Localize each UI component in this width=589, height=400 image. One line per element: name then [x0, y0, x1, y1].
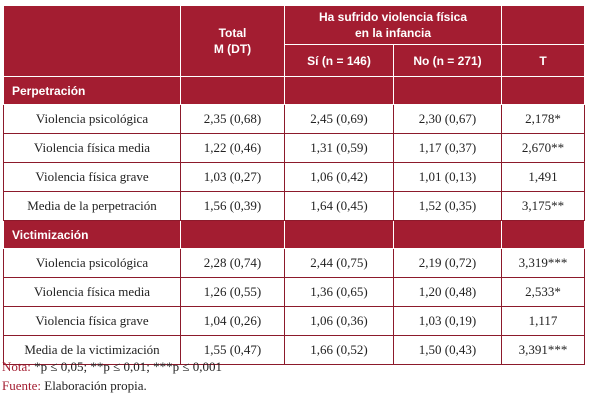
cell-total: 1,56 (0,39)	[180, 191, 285, 221]
cell-total: 1,26 (0,55)	[180, 277, 285, 307]
cell-t: 3,391***	[501, 335, 585, 365]
header-t-top	[501, 5, 585, 45]
header-row-1: Total M (DT) Ha sufrido violencia física e…	[3, 5, 585, 77]
results-table: Total M (DT) Ha sufrido violencia física e…	[3, 5, 585, 365]
header-total-line2: M (DT)	[213, 42, 252, 56]
row-label: Violencia física media	[3, 277, 181, 307]
section-header-cell	[180, 76, 285, 105]
header-row-2: Sí (n = 146) No (n = 271) T	[4, 44, 585, 77]
section-header-cell	[180, 220, 285, 249]
table-notes: Nota: *p ≤ 0,05; **p ≤ 0,01; ***p ≤ 0,00…	[2, 357, 222, 395]
row-label: Violencia psicológica	[3, 104, 181, 134]
header-yes: Sí (n = 146)	[284, 44, 394, 77]
section-header-cell	[393, 220, 502, 249]
header-total: Total M (DT)	[180, 5, 285, 77]
cell-no: 2,30 (0,67)	[393, 104, 502, 134]
source-key: Fuente:	[2, 378, 41, 393]
cell-yes: 1,64 (0,45)	[284, 191, 394, 221]
section-header-cell	[284, 76, 394, 105]
section-title: Perpetración	[3, 76, 181, 105]
section-title: Victimización	[3, 220, 181, 249]
cell-t: 1,491	[501, 162, 585, 192]
note-key: Nota:	[2, 359, 31, 374]
cell-no: 1,01 (0,13)	[393, 162, 502, 192]
cell-yes: 1,36 (0,65)	[284, 277, 394, 307]
header-group: Ha sufrido violencia física en la infanci…	[284, 5, 502, 45]
cell-no: 1,20 (0,48)	[393, 277, 502, 307]
cell-t: 1,117	[501, 306, 585, 336]
table-row: Violencia física media 1,22 (0,46) 1,31 (0…	[3, 133, 585, 163]
section-header-cell	[501, 76, 585, 105]
table-row: Media de la victimización 1,55 (0,47) 1,66…	[3, 335, 585, 365]
cell-t: 2,670**	[501, 133, 585, 163]
cell-t: 3,319***	[501, 248, 585, 278]
row-label: Violencia física grave	[3, 306, 181, 336]
row-label: Media de la perpetración	[3, 191, 181, 221]
cell-total: 2,28 (0,74)	[180, 248, 285, 278]
table-row: Violencia psicológica 2,28 (0,74) 2,44 (0,…	[3, 248, 585, 278]
source-line: Fuente: Elaboración propia.	[2, 376, 222, 395]
cell-t: 3,175**	[501, 191, 585, 221]
cell-no: 2,19 (0,72)	[393, 248, 502, 278]
table-row: Media de la perpetración 1,56 (0,39) 1,64 …	[3, 191, 585, 221]
row-label: Violencia física media	[3, 133, 181, 163]
table-row: Violencia física grave 1,04 (0,26) 1,06 (0…	[3, 306, 585, 336]
cell-yes: 1,31 (0,59)	[284, 133, 394, 163]
header-group-line1: Ha sufrido violencia física	[318, 10, 468, 24]
cell-yes: 1,06 (0,42)	[284, 162, 394, 192]
section-header-cell	[284, 220, 394, 249]
section-header-row: Victimización	[3, 220, 585, 249]
row-label: Violencia psicológica	[3, 248, 181, 278]
cell-total: 1,04 (0,26)	[180, 306, 285, 336]
cell-total: 1,55 (0,47)	[180, 335, 285, 365]
cell-total: 1,03 (0,27)	[180, 162, 285, 192]
cell-yes: 2,45 (0,69)	[284, 104, 394, 134]
cell-no: 1,17 (0,37)	[393, 133, 502, 163]
header-total-line1: Total	[218, 26, 247, 40]
section-header-cell	[393, 76, 502, 105]
table-row: Violencia física media 1,26 (0,55) 1,36 (0…	[3, 277, 585, 307]
header-t: T	[501, 44, 585, 77]
cell-yes: 1,66 (0,52)	[284, 335, 394, 365]
cell-yes: 2,44 (0,75)	[284, 248, 394, 278]
cell-no: 1,50 (0,43)	[393, 335, 502, 365]
cell-t: 2,178*	[501, 104, 585, 134]
header-group-line2: en la infancia	[354, 26, 432, 40]
cell-yes: 1,06 (0,36)	[284, 306, 394, 336]
row-label: Violencia física grave	[3, 162, 181, 192]
header-label-corner	[3, 5, 181, 77]
note-line: Nota: *p ≤ 0,05; **p ≤ 0,01; ***p ≤ 0,00…	[2, 357, 222, 376]
section-header-row: Perpetración	[3, 76, 585, 105]
source-text: Elaboración propia.	[41, 378, 147, 393]
cell-no: 1,03 (0,19)	[393, 306, 502, 336]
table-row: Violencia física grave 1,03 (0,27) 1,06 (0…	[3, 162, 585, 192]
row-label: Media de la victimización	[3, 335, 181, 365]
table-row: Violencia psicológica 2,35 (0,68) 2,45 (0,…	[3, 104, 585, 134]
header-no: No (n = 271)	[393, 44, 502, 77]
note-text: *p ≤ 0,05; **p ≤ 0,01; ***p ≤ 0,001	[30, 359, 223, 374]
cell-t: 2,533*	[501, 277, 585, 307]
cell-total: 2,35 (0,68)	[180, 104, 285, 134]
cell-total: 1,22 (0,46)	[180, 133, 285, 163]
cell-no: 1,52 (0,35)	[393, 191, 502, 221]
section-header-cell	[501, 220, 585, 249]
